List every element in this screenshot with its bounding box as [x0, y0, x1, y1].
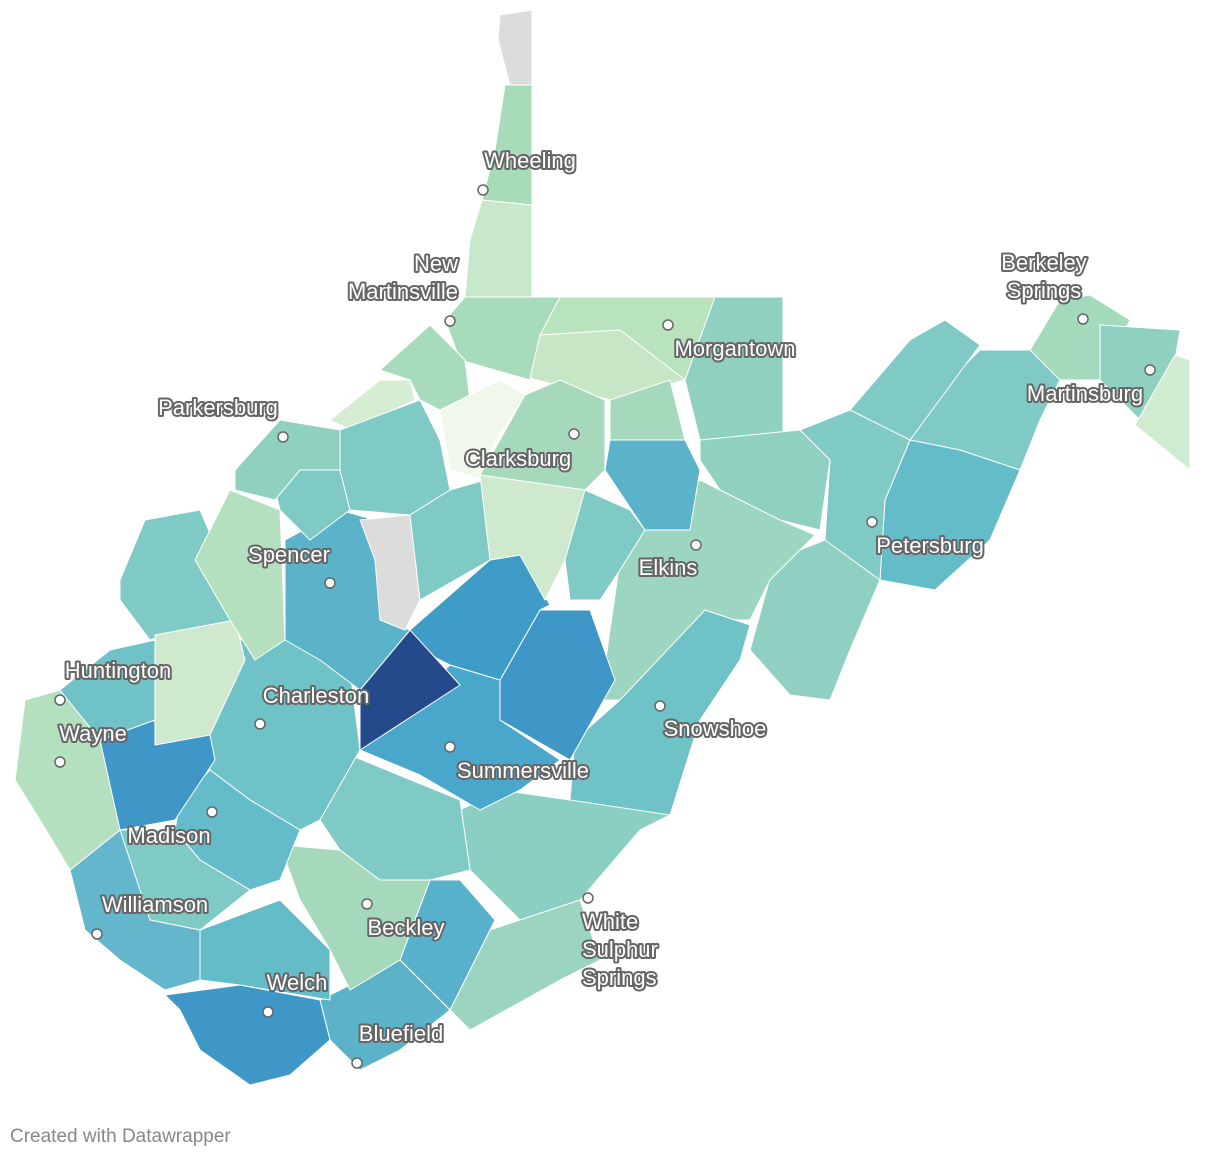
footer: Created with Datawrapper [10, 1126, 231, 1147]
city-dot [262, 1006, 274, 1018]
county [439, 379, 526, 481]
city-dot [254, 718, 266, 730]
county [749, 539, 881, 701]
city-dot [444, 741, 456, 753]
city-dot [206, 806, 218, 818]
counties [14, 9, 1191, 1086]
county [497, 9, 533, 86]
city-dot [277, 431, 289, 443]
city-label: Spencer [248, 542, 330, 567]
city-label: Sulphur [582, 937, 658, 962]
city-dot [54, 694, 66, 706]
city-label: Petersburg [876, 533, 984, 558]
city-dot [91, 928, 103, 940]
county [234, 419, 351, 501]
city-dot [477, 184, 489, 196]
city-dot [361, 898, 373, 910]
city-label: New [414, 251, 458, 276]
county [164, 984, 331, 1086]
city-dot [690, 539, 702, 551]
county [609, 379, 686, 441]
city-dot [54, 756, 66, 768]
county [1134, 354, 1191, 471]
city-dot [662, 319, 674, 331]
city-label: Martinsville [348, 279, 458, 304]
county [699, 429, 831, 531]
city-label: Charleston [263, 683, 369, 708]
city-label: Madison [127, 823, 210, 848]
county [481, 84, 533, 206]
city-dot [324, 577, 336, 589]
city-label: Parkersburg [158, 395, 278, 420]
city-dot [1077, 313, 1089, 325]
city-label: Wheeling [484, 148, 576, 173]
city-label: Bluefield [359, 1021, 443, 1046]
city-dot [568, 428, 580, 440]
city-label: Springs [582, 965, 657, 990]
city-label: Welch [267, 970, 328, 995]
city-label: Martinsburg [1027, 381, 1143, 406]
county [564, 489, 646, 601]
city-label: Beckley [367, 915, 444, 940]
cities: Wheeling New Martinsville Morgantown Berkele… [54, 146, 1156, 1069]
city-dot [444, 315, 456, 327]
city-label: Elkins [639, 555, 698, 580]
county [69, 829, 201, 991]
city-label: Morgantown [674, 336, 795, 361]
city-dot [866, 516, 878, 528]
city-label: Snowshoe [664, 716, 767, 741]
city-label: White [582, 909, 638, 934]
city-dot [351, 1057, 363, 1069]
city-dot [582, 892, 594, 904]
city-dot [1144, 364, 1156, 376]
city-label: Clarksburg [465, 446, 571, 471]
city-label: Springs [1007, 278, 1082, 303]
county [464, 199, 533, 298]
county [154, 619, 246, 746]
county [284, 509, 411, 691]
city-label: Williamson [102, 892, 208, 917]
city-label: Berkeley [1001, 250, 1087, 275]
city-label: Summersville [457, 758, 589, 783]
city-label: Huntington [65, 658, 171, 683]
county [319, 754, 471, 881]
city-dot [654, 700, 666, 712]
city-label: Wayne [59, 721, 127, 746]
